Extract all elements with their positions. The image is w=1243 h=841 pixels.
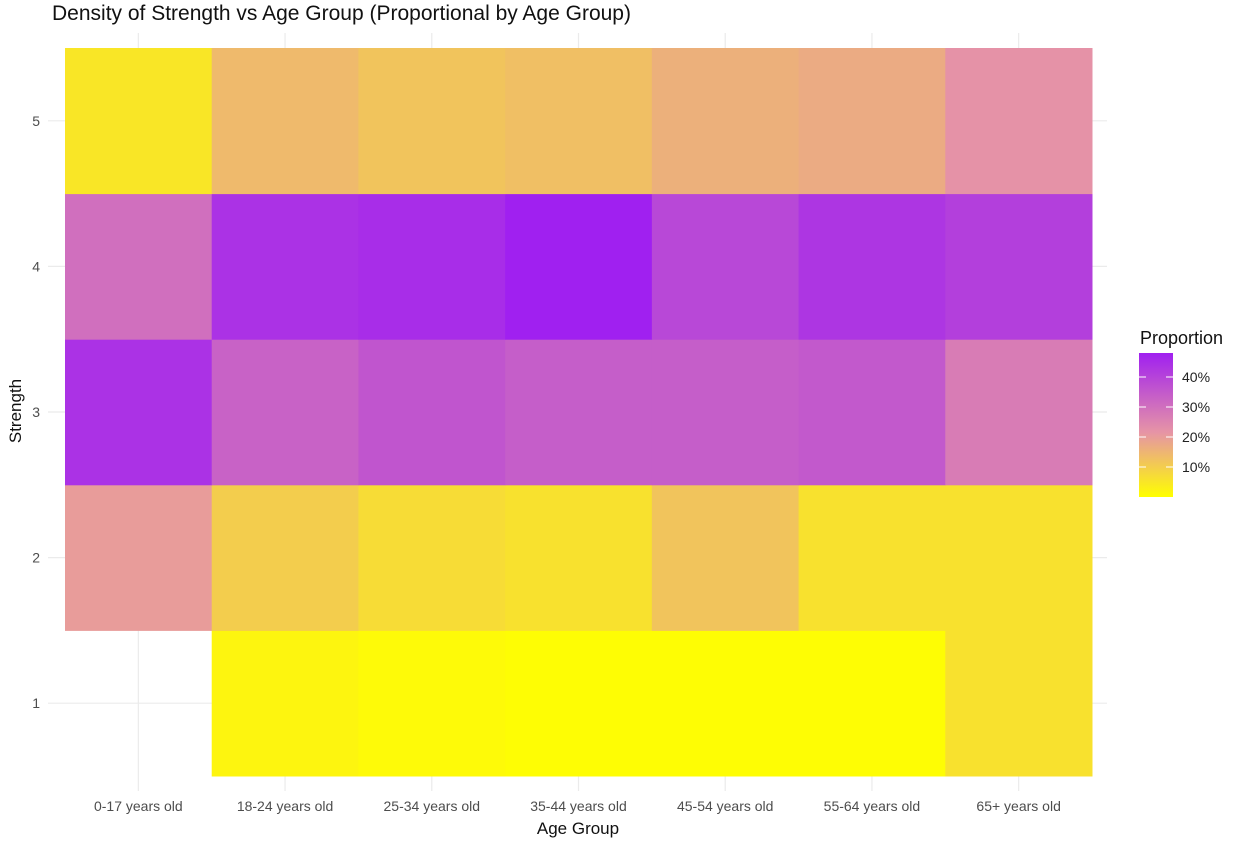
heatmap-cells bbox=[65, 48, 1093, 777]
heatmap-cell bbox=[798, 630, 946, 777]
x-tick-label: 18-24 years old bbox=[237, 798, 334, 814]
y-tick-label: 1 bbox=[32, 695, 40, 711]
y-tick-label: 3 bbox=[32, 404, 40, 420]
y-tick-label: 4 bbox=[32, 258, 40, 274]
y-tick-label: 2 bbox=[32, 550, 40, 566]
x-tick-label: 65+ years old bbox=[976, 798, 1060, 814]
x-axis-title: Age Group bbox=[537, 819, 619, 838]
y-axis-title: Strength bbox=[6, 379, 25, 443]
heatmap-cell bbox=[798, 484, 946, 631]
x-tick-label: 35-44 years old bbox=[530, 798, 627, 814]
legend-tick-label: 20% bbox=[1182, 429, 1210, 445]
heatmap-cell bbox=[211, 339, 359, 486]
legend-ticks: 10% 20% 30% 40% bbox=[1139, 369, 1210, 475]
x-tick-label: 25-34 years old bbox=[384, 798, 481, 814]
legend-tick-label: 10% bbox=[1182, 459, 1210, 475]
heatmap-cell bbox=[65, 48, 213, 195]
chart-title: Density of Strength vs Age Group (Propor… bbox=[52, 2, 631, 25]
heatmap-cell bbox=[651, 484, 800, 631]
heatmap-cell bbox=[505, 48, 653, 195]
heatmap-cell bbox=[798, 339, 946, 486]
heatmap-cell bbox=[651, 339, 800, 486]
legend: Proportion 10% 20% 30% 40% bbox=[1139, 328, 1223, 497]
heatmap-cell bbox=[211, 630, 359, 777]
heatmap-cell bbox=[945, 48, 1093, 195]
heatmap-cell bbox=[798, 48, 946, 195]
x-tick-label: 0-17 years old bbox=[94, 798, 183, 814]
heatmap-cell bbox=[945, 193, 1093, 340]
y-tick-label: 5 bbox=[32, 113, 40, 129]
legend-title: Proportion bbox=[1140, 328, 1223, 348]
x-tick-label: 55-64 years old bbox=[824, 798, 921, 814]
heatmap-cell bbox=[505, 339, 653, 486]
heatmap-cell bbox=[651, 630, 800, 777]
heatmap-cell bbox=[358, 630, 506, 777]
legend-tick-label: 40% bbox=[1182, 369, 1210, 385]
heatmap-cell bbox=[358, 484, 506, 631]
heatmap-cell bbox=[65, 484, 213, 631]
heatmap-cell bbox=[358, 48, 506, 195]
heatmap-cell bbox=[651, 193, 800, 340]
heatmap-cell bbox=[945, 630, 1093, 777]
heatmap-cell bbox=[211, 484, 359, 631]
heatmap-cell bbox=[65, 193, 213, 340]
heatmap-cell bbox=[65, 339, 213, 486]
heatmap-cell bbox=[211, 193, 359, 340]
y-axis-ticks: 1 2 3 4 5 bbox=[32, 113, 40, 711]
heatmap-cell bbox=[798, 193, 946, 340]
x-axis-ticks: 0-17 years old 18-24 years old 25-34 years… bbox=[94, 798, 1061, 814]
heatmap-cell bbox=[505, 193, 653, 340]
heatmap-cell bbox=[358, 339, 506, 486]
heatmap-cell bbox=[945, 484, 1093, 631]
heatmap-cell bbox=[945, 339, 1093, 486]
heatmap-cell bbox=[358, 193, 506, 340]
legend-colorbar bbox=[1139, 353, 1173, 497]
heatmap-cell bbox=[505, 484, 653, 631]
x-tick-label: 45-54 years old bbox=[677, 798, 774, 814]
heatmap-cell bbox=[651, 48, 800, 195]
heatmap-cell bbox=[211, 48, 359, 195]
legend-tick-label: 30% bbox=[1182, 399, 1210, 415]
heatmap-cell bbox=[505, 630, 653, 777]
